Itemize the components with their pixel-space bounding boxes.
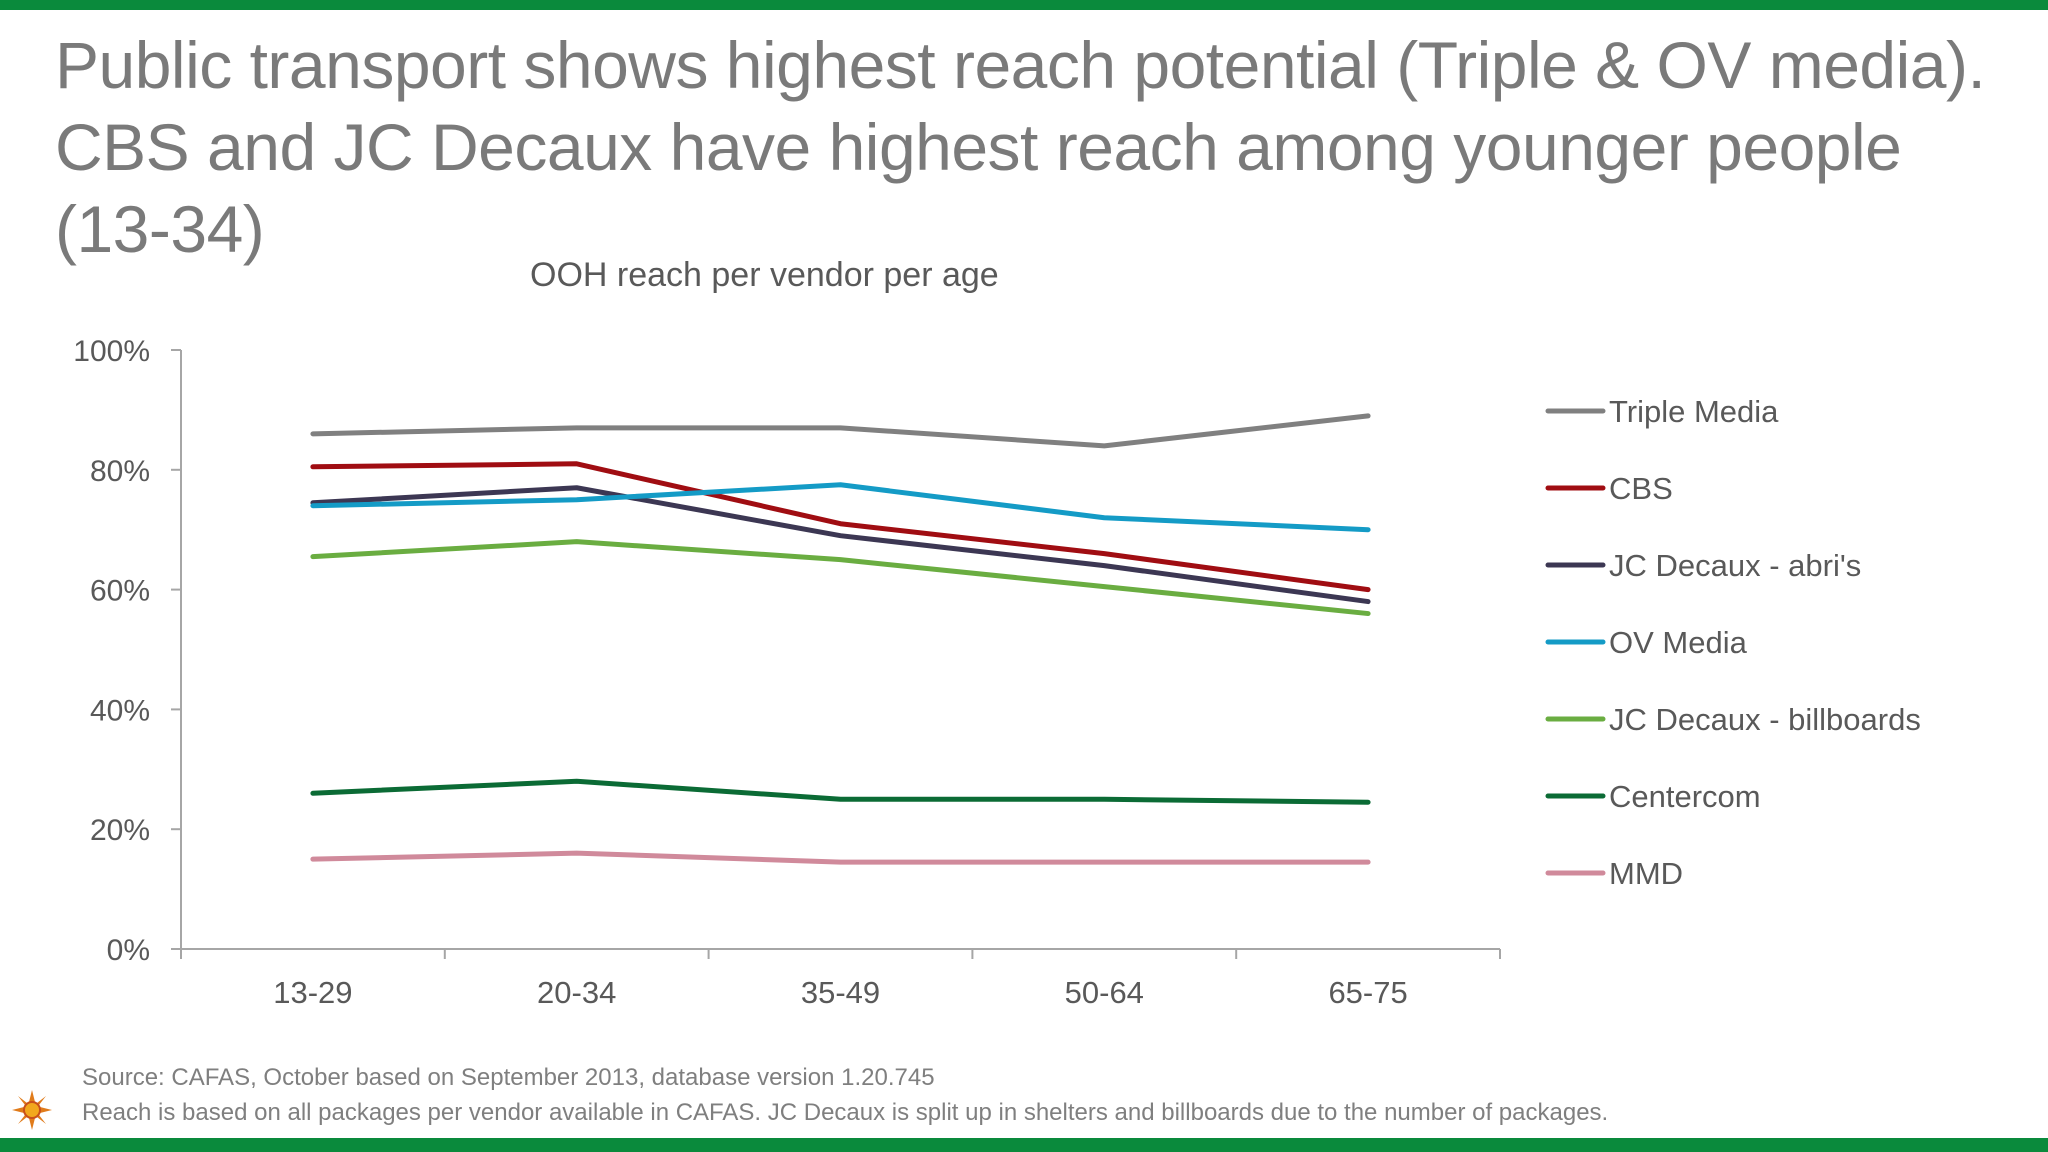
series-line	[310, 485, 1371, 605]
x-tick-label: 20-34	[537, 975, 616, 1010]
x-tick-label: 13-29	[273, 975, 352, 1010]
footnote-note: Reach is based on all packages per vendo…	[82, 1099, 1609, 1126]
chart-axes: 0% 20% 40% 60% 80% 100% 13-29 20-34 35-49 50-64 65…	[73, 335, 1501, 1010]
legend-label: Centercom	[1609, 779, 1761, 814]
legend-label: MMD	[1609, 856, 1683, 891]
bottom-accent-bar	[0, 1138, 2048, 1152]
series-line	[310, 539, 1371, 617]
x-tick-label: 35-49	[801, 975, 880, 1010]
series-line	[310, 461, 1371, 593]
slide-title: Public transport shows highest reach pot…	[55, 28, 1986, 266]
sun-icon	[12, 1090, 52, 1130]
y-tick-label: 20%	[90, 814, 150, 847]
x-tick-label: 65-75	[1328, 975, 1407, 1010]
x-tick-label: 50-64	[1065, 975, 1144, 1010]
footnote-source: Source: CAFAS, October based on Septembe…	[82, 1064, 935, 1091]
legend-label: JC Decaux - billboards	[1609, 702, 1921, 737]
series-line	[310, 778, 1371, 805]
y-tick-label: 40%	[90, 694, 150, 727]
legend-label: JC Decaux - abri's	[1609, 548, 1861, 583]
legend-label: CBS	[1609, 471, 1673, 506]
y-tick-label: 0%	[107, 934, 150, 967]
y-tick-label: 80%	[90, 455, 150, 488]
legend-label: OV Media	[1609, 625, 1748, 660]
series-layer	[310, 413, 1371, 865]
legend-label: Triple Media	[1609, 394, 1779, 429]
series-line	[310, 482, 1371, 533]
series-line	[310, 413, 1371, 449]
y-tick-label: 100%	[73, 335, 150, 368]
series-line	[310, 850, 1371, 865]
top-accent-bar	[0, 0, 2048, 10]
y-tick-label: 60%	[90, 575, 150, 608]
chart-legend: Triple Media CBS JC Decaux - abri's OV Medi…	[1545, 394, 1921, 891]
chart-title: OOH reach per vendor per age	[530, 256, 999, 294]
